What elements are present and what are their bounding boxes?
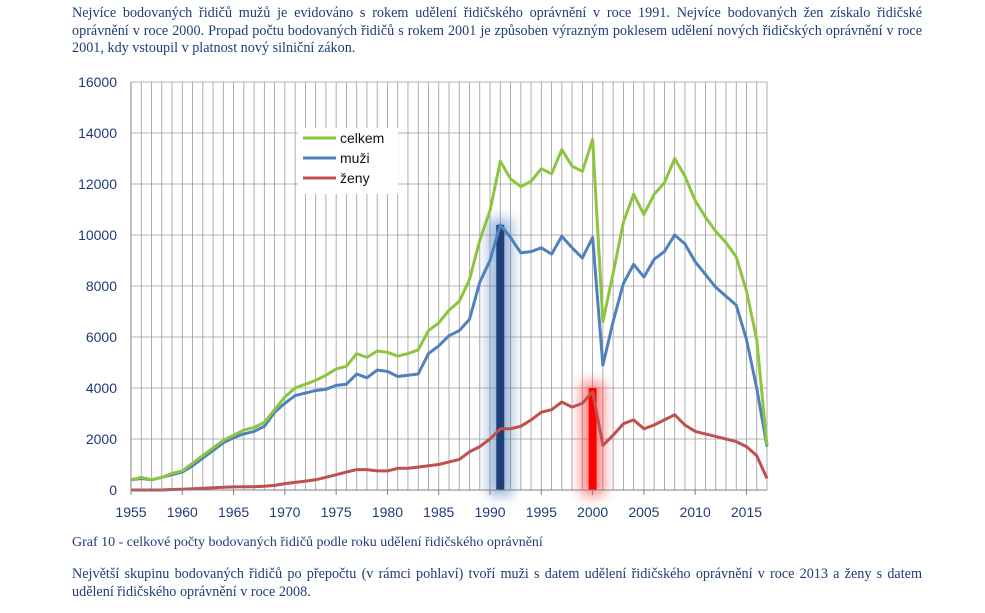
y-tick-label: 14000: [78, 125, 117, 141]
y-tick-label: 10000: [78, 227, 117, 243]
y-tick-label: 12000: [78, 176, 117, 192]
x-tick-label: 2015: [731, 504, 762, 520]
outro-paragraph: Největší skupinu bodovaných řidičů po př…: [72, 566, 922, 600]
y-tick-label: 16000: [78, 74, 117, 90]
highlight-bar: [496, 224, 505, 491]
chart-legend: celkem muži ženy: [298, 128, 398, 194]
x-tick-label: 1975: [321, 504, 352, 520]
series-line-ženy: [131, 390, 769, 492]
x-tick-label: 2010: [680, 504, 711, 520]
highlight-bar: [588, 388, 597, 490]
intro-paragraph: Nejvíce bodovaných řidičů mužů je evidov…: [72, 5, 922, 56]
series-line-muži: [130, 223, 769, 482]
y-tick-label: 4000: [86, 380, 117, 396]
x-tick-label: 1995: [526, 504, 557, 520]
x-tick-label: 1965: [218, 504, 249, 520]
y-tick-label: 0: [109, 482, 117, 498]
x-tick-label: 1960: [167, 504, 198, 520]
chart-highlights: [488, 218, 605, 497]
x-tick-label: 1990: [474, 504, 505, 520]
x-tick-label: 1985: [423, 504, 454, 520]
chart-series: [130, 137, 769, 492]
y-tick-label: 6000: [86, 329, 117, 345]
x-tick-label: 2000: [577, 504, 608, 520]
y-tick-label: 2000: [86, 431, 117, 447]
chart-axes: 0 2000 4000 6000 8000 10000 12000 14000 16000 195…: [78, 74, 767, 520]
legend-label-muži: muži: [340, 150, 370, 166]
chart-caption: Graf 10 - celkové počty bodovaných řidič…: [72, 535, 543, 550]
x-tick-label: 1970: [269, 504, 300, 520]
chart-grid: [131, 81, 768, 490]
legend-label-ženy: ženy: [340, 170, 370, 186]
line-chart: 0 2000 4000 6000 8000 10000 12000 14000 16000 195…: [78, 74, 769, 520]
series-line-celkem: [130, 137, 769, 482]
x-tick-label: 1955: [115, 504, 146, 520]
y-tick-label: 8000: [86, 278, 117, 294]
legend-label-celkem: celkem: [340, 130, 384, 146]
x-tick-label: 2005: [628, 504, 659, 520]
x-tick-label: 1980: [372, 504, 403, 520]
